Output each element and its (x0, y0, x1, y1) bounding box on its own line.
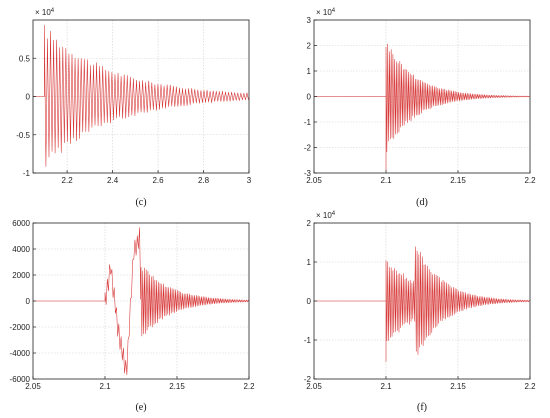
y-exponent-power: 4 (332, 8, 336, 14)
x-tick-label: 2.8 (198, 176, 210, 185)
signal-series (33, 227, 250, 376)
x-tick-label: 2.15 (169, 382, 185, 391)
y-tick-label: 2 (307, 219, 312, 228)
panel-f: 2.05 2.1 2.15 2.2 -2 -1 0 1 2 × 104 (f) (304, 211, 536, 413)
y-tick-label: -2000 (10, 323, 31, 332)
x-tick-label: 2.1 (380, 176, 392, 185)
x-tick-label: 2.05 (306, 382, 322, 391)
y-exponent-power: 4 (332, 211, 336, 217)
y-tick-label: -1 (23, 169, 31, 178)
y-tick-label: -6000 (10, 375, 31, 384)
panel-caption: (e) (135, 402, 146, 413)
y-tick-label: 0 (307, 93, 312, 102)
x-tick-label: 2.6 (152, 176, 164, 185)
x-tick-label: 2.15 (450, 382, 466, 391)
y-tick-label: -3 (304, 169, 312, 178)
y-tick-label: 0 (26, 93, 31, 102)
panel-e: 2.05 2.1 2.15 2.2 -6000 -4000 -2000 0 2000 4000 60… (10, 219, 256, 413)
y-tick-label: -2 (304, 144, 312, 153)
panel-caption: (f) (417, 402, 427, 413)
y-tick-label: -1 (304, 118, 312, 127)
x-tick-label: 2.4 (107, 176, 119, 185)
x-tick-label: 2.2 (62, 176, 74, 185)
panel-caption: (d) (416, 197, 428, 208)
x-tick-label: 2.2 (243, 382, 255, 391)
y-tick-label: -0.5 (16, 131, 30, 140)
y-tick-label: 2 (307, 42, 312, 51)
y-tick-label: 4000 (12, 245, 30, 254)
y-tick-label: 0 (307, 297, 312, 306)
signal-series (314, 246, 530, 362)
x-tick-label: 2.1 (380, 382, 392, 391)
y-tick-label: -4000 (10, 349, 31, 358)
x-tick-label: 2.2 (524, 382, 536, 391)
x-tick-label: 2.05 (306, 176, 322, 185)
y-tick-label: 1 (307, 67, 312, 76)
y-tick-label: -2 (304, 375, 312, 384)
y-exponent-power: 4 (51, 8, 55, 14)
x-tick-label: 3 (247, 176, 252, 185)
y-tick-label: 0 (26, 297, 31, 306)
y-exponent-label: × 104 (316, 211, 336, 220)
y-exponent-label: × 104 (316, 8, 336, 17)
y-tick-label: 1 (307, 258, 312, 267)
x-tick-label: 2.15 (450, 176, 466, 185)
signal-series (33, 25, 249, 167)
y-tick-label: -1 (304, 336, 312, 345)
y-tick-label: 0.5 (19, 54, 31, 63)
y-exponent-label: × 104 (35, 8, 55, 17)
y-tick-label: 3 (307, 16, 312, 25)
signal-series (314, 43, 530, 171)
y-tick-label: 2000 (12, 271, 30, 280)
y-tick-label: 6000 (12, 219, 30, 228)
panel-d: 2.05 2.1 2.15 2.2 -3 -2 -1 0 1 2 3 × 104 (d) (304, 8, 536, 208)
x-tick-label: 2.1 (99, 382, 111, 391)
panel-c: 2.2 2.4 2.6 2.8 3 -1 -0.5 0 0.5 × 104 (c) (16, 8, 252, 208)
x-tick-label: 2.05 (25, 382, 41, 391)
panel-caption: (c) (135, 197, 146, 208)
x-tick-label: 2.2 (524, 176, 536, 185)
